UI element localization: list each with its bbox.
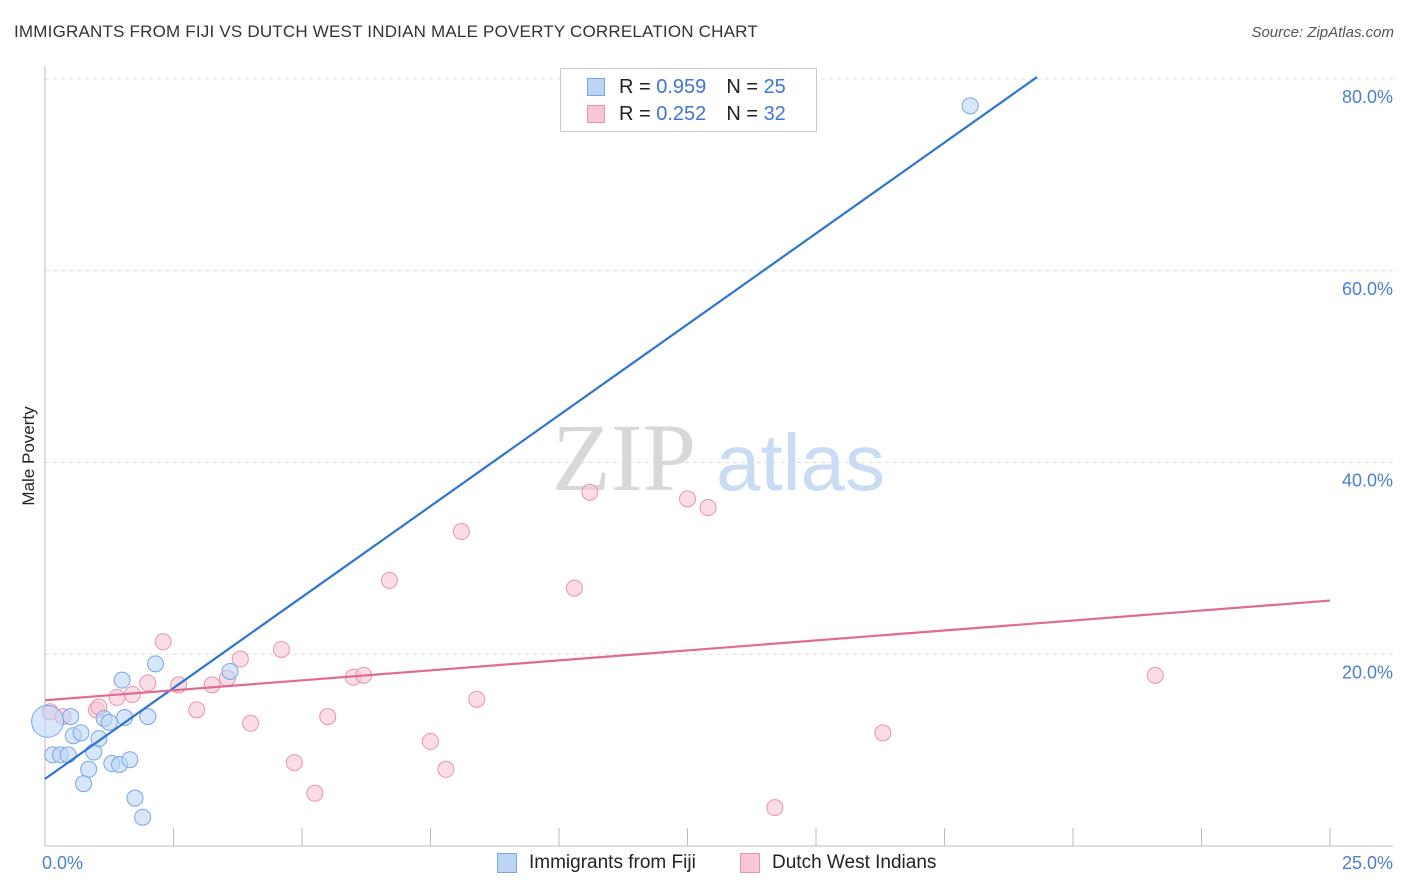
series-dutch-west-indians — [41, 483, 1164, 817]
dwi-point — [422, 732, 439, 750]
watermark-zip: ZIP — [552, 404, 696, 511]
dwi-point — [154, 633, 172, 651]
legend-r-value: 0.252 — [656, 102, 707, 125]
legend-item-dwi[interactable]: Dutch West Indians — [740, 852, 936, 874]
legend-swatch-fiji — [587, 78, 605, 96]
fiji-point — [139, 708, 157, 726]
legend-n-value: 32 — [763, 102, 786, 125]
dwi-point — [203, 676, 221, 694]
y-tick-label: 40.0% — [1342, 471, 1393, 491]
legend-r-label: R = — [619, 75, 651, 98]
dwi-point — [679, 490, 696, 508]
series-immigrants-from-fiji — [31, 97, 979, 826]
gridlines — [45, 78, 1393, 655]
dwi-point — [437, 760, 455, 778]
dwi-point — [565, 579, 583, 597]
fiji-point — [147, 655, 165, 673]
series-legend: Immigrants from Fiji Dutch West Indians — [0, 852, 1406, 878]
dwi-point — [285, 754, 303, 772]
source-label: Source: ZipAtlas.com — [1251, 24, 1394, 41]
chart-title: IMMIGRANTS FROM FIJI VS DUTCH WEST INDIA… — [14, 22, 758, 41]
fiji-point — [75, 775, 93, 793]
trend-lines — [44, 76, 1331, 780]
fiji-point — [62, 708, 80, 726]
fiji-point — [134, 808, 152, 826]
legend-swatch-fiji — [497, 853, 517, 873]
y-tick-label: 80.0% — [1342, 87, 1393, 107]
dwi-point — [108, 688, 126, 706]
fiji-point — [59, 746, 77, 764]
fiji-point — [221, 663, 239, 681]
dwi-point — [699, 499, 717, 517]
dwi-point — [231, 650, 249, 668]
legend-swatch-dwi — [740, 853, 760, 873]
legend-n-label: N = — [726, 102, 758, 125]
legend-row-fiji: R = 0.959 N = 25 — [587, 75, 786, 99]
legend-n-value: 25 — [763, 75, 786, 98]
legend-label-fiji: Immigrants from Fiji — [529, 852, 696, 873]
dwi-point — [188, 701, 206, 719]
dwi-point — [306, 784, 324, 802]
dwi-point — [380, 571, 398, 589]
dwi-point — [242, 714, 260, 732]
x-tick-label: 0.0% — [42, 853, 83, 873]
watermark-atlas: atlas — [716, 418, 885, 507]
dwi-point — [581, 483, 599, 501]
fiji-point — [113, 671, 131, 689]
dwi-point — [272, 640, 290, 658]
fiji-trend-line — [44, 76, 1038, 780]
fiji-point — [72, 724, 90, 742]
stats-legend: R = 0.959 N = 25 R = 0.252 N = 32 — [560, 68, 817, 132]
legend-label-dwi: Dutch West Indians — [772, 852, 937, 873]
dwi-point — [452, 523, 470, 541]
fiji-point — [100, 713, 118, 731]
x-tick-label: 25.0% — [1342, 853, 1393, 873]
legend-row-dwi: R = 0.252 N = 32 — [587, 102, 786, 126]
fiji-point — [31, 704, 65, 738]
legend-item-fiji[interactable]: Immigrants from Fiji — [497, 852, 696, 874]
legend-n-label: N = — [726, 75, 758, 98]
dwi-trend-line — [44, 599, 1331, 702]
fiji-point — [121, 751, 139, 769]
dwi-point — [1146, 666, 1164, 684]
dwi-point — [874, 724, 892, 742]
tick-labels: 20.0% 40.0% 60.0% 80.0% 0.0% 25.0% — [42, 87, 1393, 873]
dwi-point — [319, 708, 337, 726]
legend-r-value: 0.959 — [656, 75, 707, 98]
legend-r-label: R = — [619, 102, 651, 125]
y-tick-label: 20.0% — [1342, 662, 1393, 682]
y-tick-label: 60.0% — [1342, 279, 1393, 299]
legend-swatch-dwi — [587, 105, 605, 123]
fiji-point — [961, 97, 979, 115]
y-axis-label: Male Poverty — [19, 406, 38, 506]
dwi-point — [766, 799, 784, 817]
dwi-point — [139, 674, 157, 692]
fiji-point — [126, 789, 144, 807]
fiji-point — [80, 760, 98, 778]
dwi-point — [468, 690, 486, 708]
